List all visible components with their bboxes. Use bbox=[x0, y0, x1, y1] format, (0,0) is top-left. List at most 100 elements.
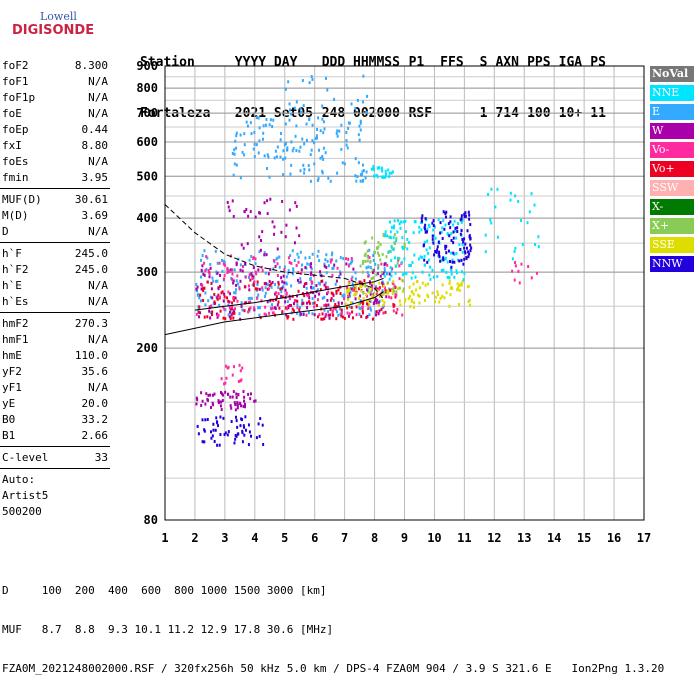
echo-point bbox=[202, 289, 205, 293]
echo-point bbox=[234, 408, 237, 412]
echo-point bbox=[351, 301, 354, 305]
echo-point bbox=[331, 292, 334, 296]
echo-point bbox=[369, 297, 372, 301]
echo-point bbox=[345, 139, 348, 143]
echo-point bbox=[324, 258, 327, 262]
echo-point bbox=[323, 317, 326, 321]
echo-point bbox=[249, 121, 252, 125]
x-tick-labels: 1 2 3 4 5 6 7 8 9 10 11 12 13 14 15 16 17 bbox=[161, 531, 651, 545]
echo-point bbox=[283, 281, 286, 285]
echo-point bbox=[520, 262, 523, 266]
echo-point bbox=[219, 400, 222, 404]
echo-point bbox=[333, 304, 336, 308]
echo-point bbox=[242, 424, 245, 428]
echo-point bbox=[385, 262, 388, 266]
echo-point bbox=[290, 140, 293, 144]
echo-point bbox=[439, 296, 442, 300]
echo-point bbox=[417, 293, 420, 297]
echo-point bbox=[378, 254, 381, 258]
echo-point bbox=[228, 310, 231, 314]
echo-point bbox=[392, 226, 395, 230]
echo-point bbox=[441, 236, 444, 240]
header-row1-cell-5: S bbox=[479, 55, 488, 70]
echo-point bbox=[363, 241, 366, 245]
echo-point bbox=[484, 233, 487, 237]
echo-point bbox=[311, 296, 314, 300]
echo-point bbox=[447, 232, 450, 236]
echo-point bbox=[369, 292, 372, 296]
echo-point bbox=[369, 306, 372, 310]
echo-point bbox=[383, 291, 386, 295]
echo-point bbox=[252, 147, 255, 151]
echo-point bbox=[317, 249, 320, 253]
echo-point bbox=[245, 428, 248, 432]
echo-point bbox=[238, 285, 241, 289]
echo-point bbox=[447, 222, 450, 226]
echo-point bbox=[229, 307, 232, 311]
echo-point bbox=[449, 226, 452, 230]
echo-point bbox=[310, 148, 313, 152]
echo-point bbox=[460, 217, 463, 221]
echo-point bbox=[224, 381, 227, 385]
echo-point bbox=[453, 260, 456, 264]
echo-point bbox=[337, 301, 340, 305]
echo-point bbox=[450, 272, 453, 276]
digisonde-logo: Lowell DIGISONDE bbox=[8, 10, 94, 40]
echo-point bbox=[315, 284, 318, 288]
echo-point bbox=[369, 265, 372, 269]
echo-point bbox=[231, 307, 234, 311]
echo-point bbox=[238, 312, 241, 316]
echo-point bbox=[259, 417, 262, 421]
echo-point bbox=[379, 258, 382, 262]
echo-point bbox=[399, 226, 402, 230]
echo-point bbox=[465, 246, 468, 250]
echo-point bbox=[244, 285, 247, 289]
echo-point bbox=[467, 285, 470, 289]
echo-point bbox=[263, 312, 266, 316]
echo-point bbox=[487, 192, 490, 196]
echo-point bbox=[195, 396, 198, 400]
echo-point bbox=[277, 282, 280, 286]
x-tick-label: 11 bbox=[457, 531, 471, 545]
echo-point bbox=[351, 259, 354, 263]
echo-point bbox=[317, 315, 320, 319]
echo-point bbox=[284, 142, 287, 146]
echo-point bbox=[303, 142, 306, 146]
echo-point bbox=[429, 265, 432, 269]
echo-point bbox=[469, 223, 472, 227]
echo-point bbox=[373, 174, 376, 178]
echo-point bbox=[231, 301, 234, 305]
echo-point bbox=[391, 170, 394, 174]
echo-point bbox=[275, 295, 278, 299]
param-key: h`F bbox=[2, 247, 22, 260]
echo-point bbox=[212, 279, 215, 283]
echo-point bbox=[434, 250, 437, 254]
echo-point bbox=[299, 312, 302, 316]
echo-point bbox=[455, 251, 458, 255]
echo-point bbox=[271, 306, 274, 310]
echo-point bbox=[320, 317, 323, 321]
echo-point bbox=[261, 286, 264, 290]
echo-point bbox=[406, 237, 409, 241]
echo-point bbox=[314, 294, 317, 298]
echo-point bbox=[311, 77, 314, 81]
echo-point bbox=[359, 280, 362, 284]
echo-point bbox=[239, 268, 242, 272]
echo-point bbox=[243, 402, 246, 406]
echo-point bbox=[279, 138, 282, 142]
profile-curve-1 bbox=[164, 291, 384, 336]
echo-point bbox=[303, 167, 306, 171]
echo-point bbox=[390, 171, 393, 175]
echo-point bbox=[229, 316, 232, 320]
echo-point bbox=[396, 307, 399, 311]
param-value: N/A bbox=[88, 107, 108, 120]
echo-point bbox=[206, 280, 209, 284]
echo-point bbox=[326, 88, 329, 92]
echo-point bbox=[422, 244, 425, 248]
echo-point bbox=[350, 287, 353, 291]
echo-point bbox=[366, 271, 369, 275]
echo-point bbox=[228, 306, 231, 310]
echo-point bbox=[357, 133, 360, 137]
echo-point bbox=[227, 365, 230, 369]
echo-point bbox=[258, 126, 261, 130]
